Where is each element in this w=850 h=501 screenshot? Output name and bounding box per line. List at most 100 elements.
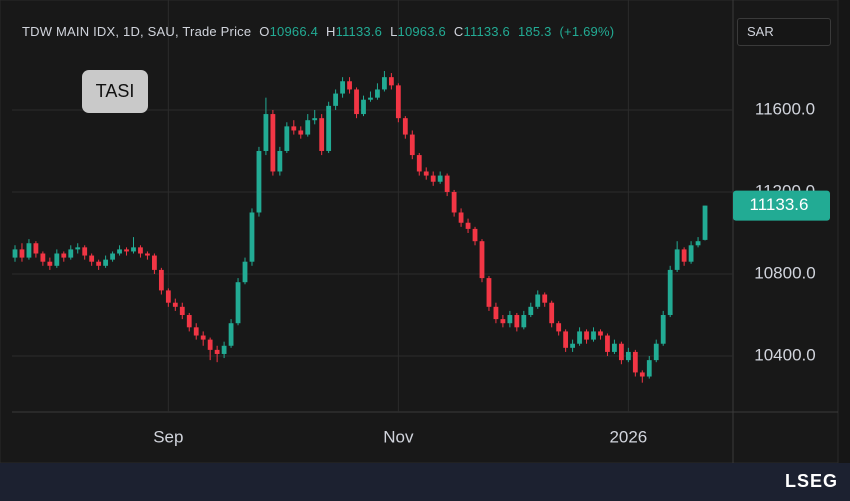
- last-price-label: 11133.6: [750, 195, 809, 214]
- y-tick-label: 10800.0: [754, 263, 815, 282]
- candle-body: [375, 89, 380, 98]
- open-label: O: [259, 24, 270, 39]
- open-value: 10966.4: [269, 24, 319, 39]
- candle-body: [117, 249, 122, 254]
- footer: LSEG: [0, 463, 850, 501]
- candle-body: [19, 249, 25, 258]
- x-tick-label: Sep: [153, 427, 183, 446]
- candle-body: [528, 306, 534, 316]
- candle-body: [193, 327, 199, 336]
- candle-body: [688, 245, 694, 262]
- legend-header: TDW MAIN IDX, 1D, SAU, Trade Price O 1096…: [22, 24, 614, 39]
- candle-body: [75, 247, 81, 250]
- candle-body: [612, 343, 617, 352]
- candle-body: [695, 241, 701, 246]
- candle-body: [200, 335, 206, 340]
- candle-body: [305, 120, 311, 135]
- candle-body: [179, 306, 185, 316]
- candle-body: [577, 331, 582, 344]
- candle-body: [361, 99, 366, 115]
- candle-body: [632, 351, 638, 373]
- candle-body: [298, 130, 304, 135]
- title: TDW MAIN IDX, 1D, SAU, Trade Price: [22, 24, 252, 39]
- candle-body: [388, 77, 394, 86]
- candle-body: [507, 315, 513, 324]
- high-value: 11133.6: [335, 24, 383, 39]
- candle-body: [235, 282, 241, 324]
- candle-body: [660, 315, 666, 344]
- candle-body: [646, 360, 652, 377]
- candle-body: [207, 339, 213, 350]
- candle-body: [681, 249, 687, 262]
- candle-body: [270, 114, 276, 172]
- candle-body: [472, 228, 478, 242]
- x-tick-label: Nov: [383, 427, 414, 446]
- close-value: 11133.6: [463, 24, 510, 39]
- candle-body: [214, 349, 220, 354]
- change-value: 185.3: [517, 24, 552, 39]
- candle-body: [465, 222, 471, 229]
- candle-body: [437, 175, 443, 182]
- candle-body: [625, 351, 631, 361]
- close-label: C: [453, 24, 464, 39]
- low-value: 10963.6: [397, 24, 446, 39]
- candle-body: [479, 241, 485, 279]
- candle-body: [493, 306, 499, 320]
- candles: [12, 71, 708, 383]
- y-tick-label: 10400.0: [754, 346, 815, 365]
- candle-body: [639, 372, 645, 377]
- candle-body: [96, 261, 102, 266]
- candle-body: [340, 81, 345, 94]
- candle-body: [382, 77, 387, 90]
- candle-body: [33, 243, 39, 254]
- candle-body: [89, 255, 95, 262]
- candle-body: [152, 255, 157, 270]
- candle-body: [605, 335, 610, 352]
- candle-body: [354, 89, 359, 115]
- candle-body: [444, 175, 450, 192]
- y-tick-label: 11600.0: [755, 99, 815, 118]
- candle-body: [242, 261, 248, 283]
- candle-body: [138, 247, 143, 254]
- candle-body: [535, 294, 541, 307]
- candle-body: [458, 212, 464, 223]
- candle-body: [542, 294, 548, 303]
- candle-body: [249, 212, 255, 262]
- candle-body: [549, 302, 555, 324]
- candle-body: [653, 343, 659, 361]
- candle-body: [667, 269, 673, 316]
- brand-logo: LSEG: [784, 471, 838, 491]
- axes: 10400.010800.011200.011600.0SepNov202611…: [153, 99, 830, 446]
- candle-body: [423, 171, 429, 176]
- candle-body: [486, 278, 492, 307]
- high-label: H: [326, 24, 336, 39]
- candle-body: [312, 118, 318, 121]
- candle-body: [263, 114, 269, 151]
- candle-body: [409, 134, 415, 156]
- candle-body: [40, 253, 46, 262]
- candle-body: [158, 269, 164, 291]
- candle-body: [563, 331, 569, 348]
- change-percent: (+1.69%): [559, 24, 615, 39]
- candle-body: [54, 253, 60, 266]
- candle-body: [47, 261, 53, 266]
- candle-body: [61, 253, 67, 258]
- candle-body: [291, 126, 297, 131]
- candle-body: [326, 105, 332, 151]
- candle-body: [500, 319, 506, 324]
- candle-body: [221, 345, 227, 354]
- candle-body: [591, 331, 596, 340]
- candle-body: [110, 253, 115, 260]
- candle-body: [416, 155, 422, 172]
- candle-body: [347, 81, 352, 90]
- candle-body: [277, 150, 283, 172]
- x-tick-label: 2026: [609, 427, 647, 446]
- candle-body: [124, 249, 129, 252]
- candle-body: [333, 93, 339, 106]
- candle-body: [103, 259, 109, 266]
- candle-body: [618, 343, 624, 361]
- currency-selector[interactable]: SAR: [737, 18, 831, 46]
- candle-body: [172, 302, 178, 307]
- candle-body: [368, 97, 373, 100]
- low-label: L: [390, 24, 398, 39]
